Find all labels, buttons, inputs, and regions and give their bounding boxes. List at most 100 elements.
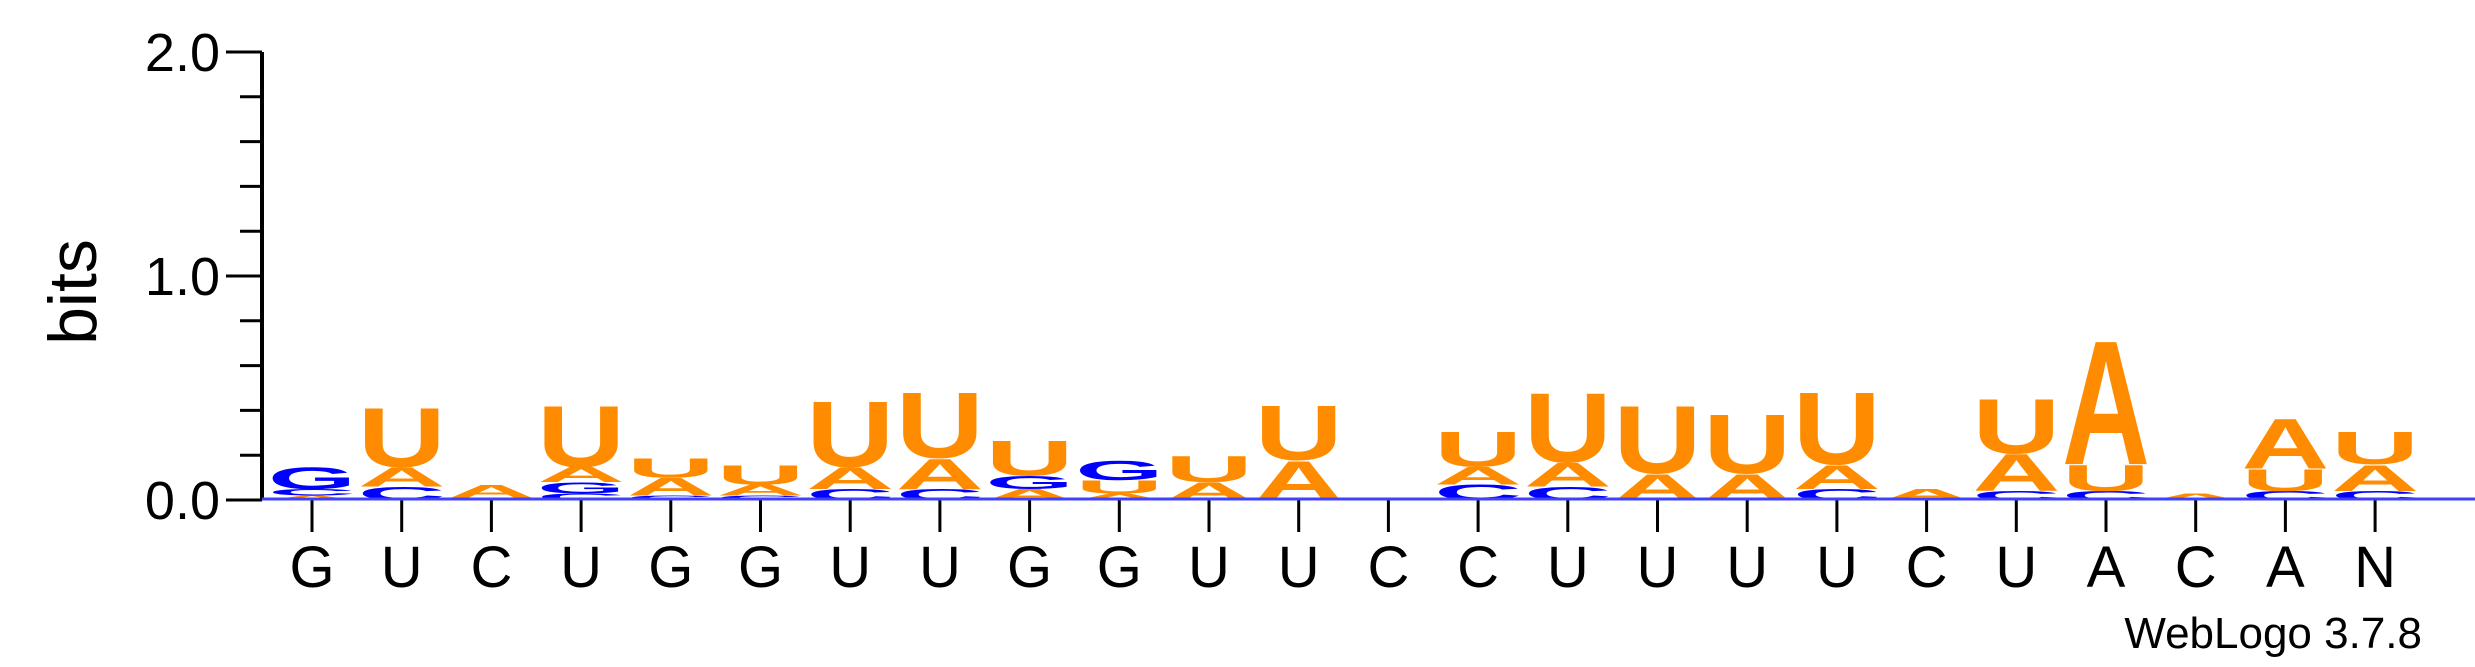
letter-stacks: ACGCAUCACGAUCAUCAUCAUCAUAGUAUGAUAUCAUCAU…	[268, 304, 2419, 512]
logo-glyph-u: U	[358, 390, 446, 485]
x-position-label: C	[470, 535, 512, 600]
logo-glyph-a: A	[627, 473, 715, 501]
logo-letter-u: U	[537, 387, 625, 485]
logo-letter-u: U	[806, 382, 894, 486]
x-position-label: U	[829, 535, 871, 600]
logo-letter-a: A	[1524, 455, 1612, 493]
x-position-label: U	[1547, 535, 1589, 600]
logo-glyph-a: A	[2062, 304, 2150, 502]
x-position-label: U	[1995, 535, 2037, 600]
logo-letter-u: U	[717, 459, 805, 490]
y-tick-label: 2.0	[145, 23, 220, 83]
logo-glyph-u: U	[1524, 373, 1612, 484]
logo-letter-a: A	[358, 461, 446, 492]
logo-glyph-a: A	[717, 482, 805, 499]
x-position-label: U	[1816, 535, 1858, 600]
logo-letter-a: A	[1793, 458, 1881, 496]
logo-letter-g: G	[537, 479, 625, 496]
logo-letter-u: U	[896, 373, 984, 477]
logo-glyph-g: G	[268, 461, 356, 496]
x-position-label: C	[1906, 535, 1948, 600]
logo-glyph-u: U	[896, 373, 984, 477]
logo-glyph-u: U	[1434, 422, 1522, 477]
logo-letter-u: U	[1614, 386, 1702, 494]
logo-glyph-g: G	[1075, 455, 1163, 486]
logo-letter-a: A	[1434, 462, 1522, 490]
y-axis-label: bits	[35, 239, 111, 345]
y-tick-label: 0.0	[145, 471, 220, 531]
logo-letter-a: A	[447, 481, 535, 502]
logo-glyph-a: A	[1793, 458, 1881, 496]
logo-letter-u: U	[1165, 448, 1253, 490]
logo-glyph-a: A	[1524, 455, 1612, 493]
x-position-label: N	[2354, 535, 2396, 600]
logo-glyph-c: C	[537, 492, 625, 502]
x-position-label: U	[381, 535, 423, 600]
logo-letter-a: A	[806, 461, 894, 496]
x-position-label: U	[1637, 535, 1679, 600]
logo-glyph-a: A	[358, 461, 446, 492]
x-position-label: U	[919, 535, 961, 600]
logo-letter-u: U	[2241, 463, 2329, 498]
x-position-label: U	[560, 535, 602, 600]
logo-glyph-u: U	[1614, 386, 1702, 494]
logo-letter-a: A	[2241, 404, 2329, 484]
logo-letter-g: G	[1075, 455, 1163, 486]
logo-letter-a: A	[2062, 304, 2150, 502]
x-position-label: A	[2087, 535, 2126, 600]
logo-letter-u: U	[358, 390, 446, 485]
logo-letter-g: G	[986, 472, 1074, 493]
logo-glyph-g: G	[986, 472, 1074, 493]
x-position-label: G	[648, 535, 693, 600]
logo-letter-u: U	[627, 452, 715, 483]
logo-letter-u: U	[1703, 397, 1791, 492]
logo-letter-u: U	[986, 431, 1074, 486]
x-position-label: U	[1278, 535, 1320, 600]
logo-glyph-u: U	[1703, 397, 1791, 492]
logo-letter-c: C	[537, 492, 625, 502]
logo-letter-u: U	[2331, 422, 2419, 475]
logo-letter-u: U	[1793, 372, 1881, 486]
x-position-label: C	[2175, 535, 2217, 600]
logo-glyph-u: U	[1255, 389, 1343, 476]
logo-letter-a: A	[627, 473, 715, 501]
logo-letter-a: A	[717, 482, 805, 499]
logo-letter-a: A	[1075, 492, 1163, 502]
logo-glyph-g: G	[537, 479, 625, 496]
logo-letter-g: G	[268, 461, 356, 496]
logo-glyph-a: A	[2241, 404, 2329, 484]
x-position-label: U	[1726, 535, 1768, 600]
logo-letter-u: U	[1434, 422, 1522, 477]
logo-glyph-a: A	[447, 481, 535, 502]
x-position-label: A	[2266, 535, 2305, 600]
logo-glyph-a: A	[1434, 462, 1522, 490]
logo-letter-a: A	[896, 450, 984, 499]
logo-letter-u: U	[1075, 477, 1163, 498]
logo-letter-a: A	[537, 463, 625, 487]
x-position-label: G	[1097, 535, 1142, 600]
logo-letter-u: U	[1524, 373, 1612, 484]
x-position-label: C	[1457, 535, 1499, 600]
x-position-label: G	[738, 535, 783, 600]
logo-letter-c: C	[268, 487, 356, 497]
logo-glyph-a: A	[1972, 443, 2060, 502]
logo-glyph-u: U	[806, 382, 894, 486]
x-position-label: G	[289, 535, 334, 600]
x-position-label: U	[1188, 535, 1230, 600]
logo-glyph-u: U	[1793, 372, 1881, 486]
y-axis: 0.0 1.0 2.0	[145, 23, 264, 531]
logo-letter-u: U	[1972, 383, 2060, 470]
y-tick-label: 1.0	[145, 247, 220, 307]
x-position-label: G	[1007, 535, 1052, 600]
logo-letter-u: U	[2062, 457, 2150, 499]
logo-glyph-u: U	[1075, 477, 1163, 498]
logo-glyph-u: U	[986, 431, 1074, 486]
logo-glyph-u: U	[2062, 457, 2150, 499]
logo-glyph-a: A	[896, 450, 984, 499]
logo-letter-a: A	[2331, 457, 2419, 499]
logo-glyph-a: A	[537, 463, 625, 487]
logo-glyph-u: U	[1165, 448, 1253, 490]
x-position-label: C	[1367, 535, 1409, 600]
logo-glyph-c: C	[268, 487, 356, 497]
